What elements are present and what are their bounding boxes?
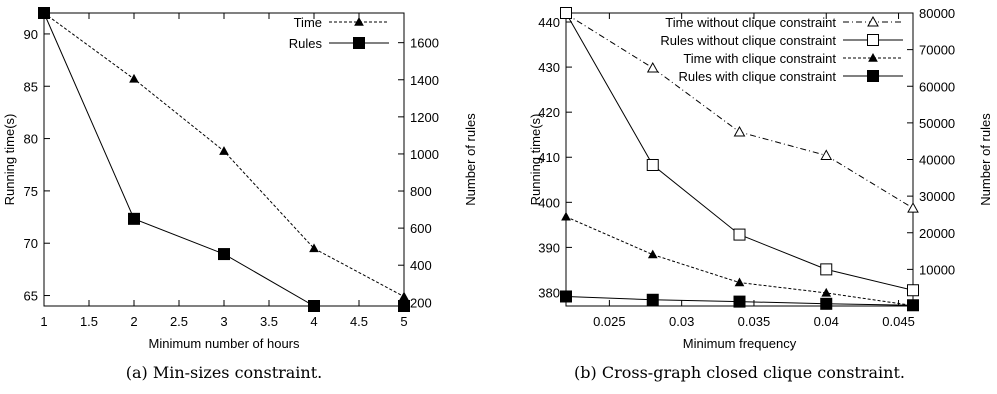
- x-tick-label: 0.045: [882, 314, 915, 329]
- y-left-tick-label: 400: [538, 195, 560, 210]
- legend-marker: [867, 34, 879, 46]
- x-tick-label: 0.04: [814, 314, 839, 329]
- y-left-axis-title: Running time(s): [528, 114, 543, 206]
- figure-caption: (b) Cross-graph closed clique constraint…: [574, 363, 905, 382]
- data-point: [399, 291, 409, 301]
- y-left-tick-label: 440: [538, 15, 560, 30]
- y-left-tick-label: 410: [538, 150, 560, 165]
- x-tick-label: 0.03: [669, 314, 694, 329]
- y-left-tick-label: 90: [24, 27, 38, 42]
- data-point: [734, 277, 745, 287]
- x-tick-label: 4.5: [350, 314, 368, 329]
- y-left-tick-label: 390: [538, 240, 560, 255]
- legend-label: Rules: [289, 36, 323, 51]
- y-left-tick-label: 75: [24, 184, 38, 199]
- y-right-tick-label: 1000: [410, 147, 439, 162]
- data-point: [907, 284, 919, 297]
- data-point: [907, 299, 919, 312]
- x-axis-title: Minimum number of hours: [149, 336, 300, 351]
- x-axis-title: Minimum frequency: [683, 336, 797, 351]
- x-tick-label: 4: [310, 314, 317, 329]
- data-point: [129, 73, 139, 83]
- y-right-tick-label: 70000: [919, 43, 955, 58]
- y-right-axis-title: Number of rules: [463, 113, 478, 206]
- x-tick-label: 3: [220, 314, 227, 329]
- chart-clique-constraint: 0.025 0.03 0.035 0.04 0.045 380 390 400 410 420 43…: [528, 6, 993, 382]
- y-right-tick-label: 40000: [919, 153, 955, 168]
- y-right-tick-label: 1400: [410, 73, 439, 88]
- data-point: [560, 7, 572, 19]
- x-tick-label: 2: [130, 314, 137, 329]
- data-point: [561, 211, 571, 221]
- y-left-tick-label: 80: [24, 132, 38, 147]
- y-left-axis-title: Running time(s): [2, 114, 17, 206]
- y-left-tick-label: 65: [24, 289, 38, 304]
- data-point: [646, 293, 659, 306]
- data-point: [821, 287, 832, 297]
- y-right-tick-label: 60000: [919, 79, 955, 94]
- y-right-tick-label: 1200: [410, 110, 439, 125]
- data-point: [733, 125, 746, 137]
- y-right-tick-label: 50000: [919, 116, 955, 131]
- plot-frame: [43, 12, 405, 307]
- y-left-tick-label: 380: [538, 285, 560, 300]
- data-point: [308, 300, 320, 312]
- legend-marker: [354, 16, 364, 26]
- data-point: [218, 248, 230, 261]
- data-point: [560, 290, 572, 303]
- series-line: [43, 12, 404, 307]
- legend-label: Rules with clique constraint: [678, 69, 836, 84]
- data-point: [733, 228, 746, 241]
- legend-label: Time: [294, 15, 322, 30]
- legend-label: Time without clique constraint: [665, 15, 836, 30]
- y-right-axis-title: Number of rules: [978, 113, 993, 206]
- y-left-tick-label: 70: [24, 236, 38, 251]
- y-right-tick-label: 200: [410, 295, 432, 310]
- data-point: [733, 295, 746, 308]
- data-point: [647, 249, 658, 259]
- y-right-tick-label: 80000: [919, 6, 955, 21]
- y-right-tick-label: 400: [410, 258, 432, 273]
- legend-label: Time with clique constraint: [683, 51, 836, 66]
- legend-marker: [867, 70, 879, 82]
- x-tick-label: 1: [40, 314, 47, 329]
- legend-marker: [353, 37, 365, 49]
- y-left-tick-label: 430: [538, 60, 560, 75]
- figure-caption: (a) Min-sizes constraint.: [126, 363, 323, 382]
- data-point: [398, 300, 410, 312]
- legend-marker: [867, 15, 879, 27]
- y-right-tick-label: 800: [410, 184, 432, 199]
- y-right-tick-label: 30000: [919, 189, 955, 204]
- y-right-tick-label: 600: [410, 221, 432, 236]
- data-point: [128, 212, 140, 225]
- legend-marker: [868, 52, 878, 62]
- data-point: [646, 158, 659, 171]
- x-tick-label: 1.5: [80, 314, 98, 329]
- x-tick-label: 0.025: [593, 314, 626, 329]
- data-point: [820, 149, 833, 160]
- y-left-tick-label: 420: [538, 105, 560, 120]
- x-tick-label: 0.035: [738, 314, 771, 329]
- data-point: [820, 297, 833, 310]
- y-right-tick-label: 20000: [919, 226, 955, 241]
- data-point: [820, 263, 833, 276]
- data-point: [219, 146, 229, 155]
- data-point: [646, 61, 659, 73]
- data-point: [907, 202, 919, 213]
- y-right-tick-label: 1600: [410, 36, 439, 51]
- chart-min-sizes: 1 1.5 2 2.5 3 3.5 4 4.5 5 65 70 75 80 85 90 200 400 600 80…: [2, 7, 478, 382]
- x-tick-label: 5: [400, 314, 407, 329]
- legend-label: Rules without clique constraint: [660, 33, 836, 48]
- y-left-tick-label: 85: [24, 79, 38, 94]
- y-right-tick-label: 10000: [919, 262, 955, 277]
- data-point: [309, 243, 319, 253]
- x-tick-label: 3.5: [260, 314, 278, 329]
- x-tick-label: 2.5: [170, 314, 188, 329]
- data-point: [38, 7, 50, 19]
